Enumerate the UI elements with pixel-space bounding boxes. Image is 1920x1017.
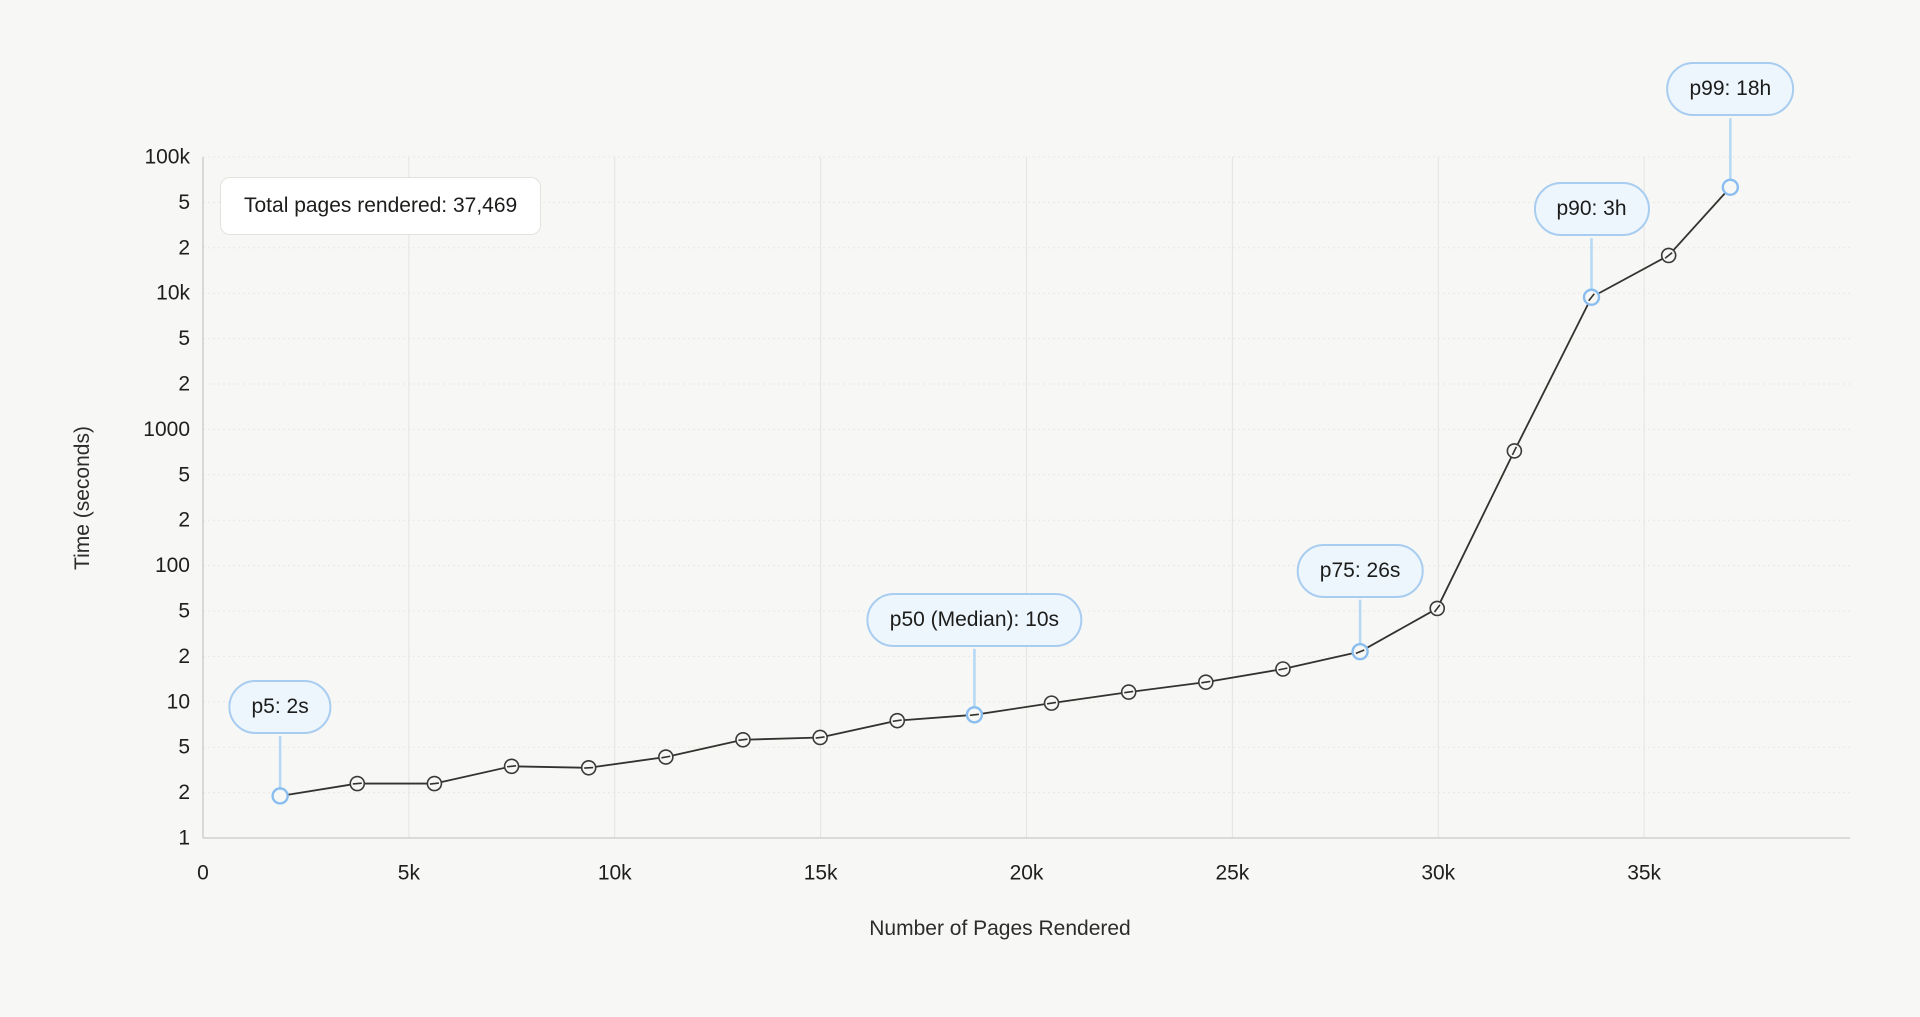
marker-center-dash bbox=[1355, 649, 1365, 655]
y-tick-label: 2 bbox=[178, 781, 190, 804]
marker-center-dash bbox=[1278, 667, 1288, 671]
y-tick-label: 2 bbox=[178, 645, 190, 668]
y-tick-label: 5 bbox=[178, 463, 190, 486]
x-tick-label: 15k bbox=[804, 861, 838, 884]
marker-center-dash bbox=[815, 736, 825, 739]
data-point-marker-highlighted[interactable] bbox=[271, 787, 289, 805]
x-tick-label: 0 bbox=[197, 861, 209, 884]
marker-center-dash bbox=[507, 765, 517, 768]
y-tick-label: 10k bbox=[156, 282, 190, 305]
y-tick-label: 100 bbox=[155, 554, 190, 577]
y-axis-title: Time (seconds) bbox=[71, 426, 94, 570]
marker-center-dash bbox=[1588, 293, 1595, 302]
y-tick-label: 1000 bbox=[143, 418, 190, 441]
y-tick-label: 5 bbox=[178, 327, 190, 350]
marker-center-dash bbox=[584, 766, 594, 769]
marker-center-dash bbox=[661, 755, 671, 759]
marker-center-dash bbox=[1046, 701, 1057, 705]
callout-pill-p90: p90: 3h bbox=[1533, 182, 1650, 237]
marker-center-dash bbox=[1124, 690, 1134, 694]
y-tick-label: 2 bbox=[178, 236, 190, 259]
marker-center-dash bbox=[892, 719, 902, 723]
y-tick-label: 1 bbox=[178, 827, 190, 850]
y-tick-label: 5 bbox=[178, 600, 190, 623]
x-tick-label: 25k bbox=[1215, 861, 1249, 884]
x-tick-label: 10k bbox=[598, 861, 632, 884]
x-tick-label: 5k bbox=[398, 861, 421, 884]
x-axis-title: Number of Pages Rendered bbox=[869, 917, 1131, 940]
y-tick-label: 5 bbox=[178, 191, 190, 214]
y-tick-label: 2 bbox=[178, 509, 190, 532]
marker-center-dash bbox=[429, 782, 439, 785]
marker-center-dash bbox=[1511, 446, 1518, 456]
y-tick-label: 5 bbox=[178, 736, 190, 759]
marker-center-dash bbox=[1664, 252, 1673, 259]
callout-pill-p50: p50 (Median): 10s bbox=[866, 592, 1083, 647]
marker-center-dash bbox=[1201, 680, 1211, 684]
x-tick-label: 20k bbox=[1010, 861, 1044, 884]
y-tick-label: 10 bbox=[167, 690, 190, 713]
marker-center-dash bbox=[352, 782, 362, 785]
callout-pill-p99: p99: 18h bbox=[1666, 62, 1795, 117]
marker-center-dash bbox=[1433, 604, 1441, 613]
y-tick-label: 100k bbox=[144, 146, 190, 169]
series-line bbox=[279, 186, 1732, 797]
marker-center-dash bbox=[738, 738, 748, 742]
callout-pill-p75: p75: 26s bbox=[1296, 543, 1424, 598]
total-pages-box: Total pages rendered: 37,469 bbox=[220, 177, 542, 235]
y-tick-label: 2 bbox=[178, 373, 190, 396]
marker-center-dash bbox=[969, 713, 979, 717]
x-tick-label: 30k bbox=[1421, 861, 1455, 884]
x-tick-label: 35k bbox=[1627, 861, 1661, 884]
data-point-marker-highlighted[interactable] bbox=[1721, 178, 1740, 196]
callout-pill-p5: p5: 2s bbox=[228, 679, 332, 734]
